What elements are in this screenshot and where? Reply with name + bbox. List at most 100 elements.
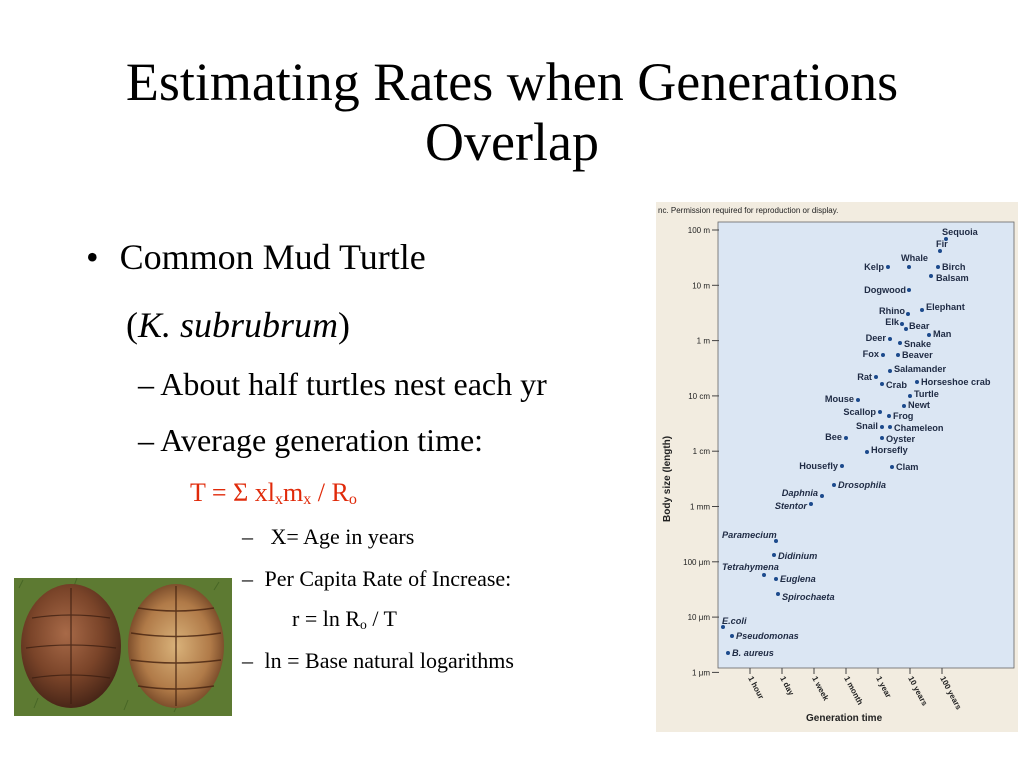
y-axis-label: Body size (length) (662, 436, 673, 522)
item-ln-text: ln = Base natural logarithms (264, 648, 514, 673)
organism-dot (880, 382, 884, 386)
y-tick-label: 10 cm (688, 392, 710, 401)
organism-label: Sequoia (942, 227, 979, 237)
item-rate: – Per Capita Rate of Increase: (242, 566, 511, 592)
organism-dot (820, 494, 824, 498)
organism-label: Snail (856, 421, 878, 431)
figure-permission-note: nc. Permission required for reproduction… (658, 206, 838, 215)
organism-dot (809, 502, 813, 506)
organism-dot (896, 353, 900, 357)
item-r-formula: r = ln Ro / T (292, 606, 397, 633)
organism-label: B. aureus (732, 648, 774, 658)
organism-label: Oyster (886, 434, 916, 444)
organism-label: Rat (857, 372, 872, 382)
organism-label: Dogwood (864, 285, 906, 295)
organism-dot (840, 464, 844, 468)
organism-dot (881, 353, 885, 357)
organism-dot (888, 369, 892, 373)
organism-dot (721, 625, 725, 629)
organism-label: Stentor (775, 501, 808, 511)
formula-sub: x (274, 491, 283, 508)
title-line-2: Overlap (425, 112, 599, 172)
organism-dot (900, 322, 904, 326)
organism-dot (927, 333, 931, 337)
mud-turtle-photo (14, 578, 232, 716)
organism-label: Mouse (825, 394, 854, 404)
dash: – (242, 648, 253, 673)
organism-dot (898, 341, 902, 345)
r-formula-sub: o (360, 617, 367, 632)
organism-label: Fox (863, 349, 880, 359)
organism-label: Housefly (799, 461, 839, 471)
species-paren-open: ( (126, 305, 138, 345)
bullet-main: • Common Mud Turtle (86, 236, 426, 278)
organism-dot (888, 425, 892, 429)
organism-dot (774, 577, 778, 581)
y-tick-label: 1 μm (692, 668, 710, 677)
organism-dot (907, 265, 911, 269)
organism-label: Horsefly (871, 445, 909, 455)
organism-label: Salamander (894, 364, 947, 374)
organism-label: Whale (901, 253, 928, 263)
organism-dot (938, 249, 942, 253)
organism-label: Drosophila (838, 480, 886, 490)
organism-label: Beaver (902, 350, 933, 360)
species-name: K. subrubrum (138, 305, 339, 345)
item-rate-text: Per Capita Rate of Increase: (264, 566, 512, 591)
organism-label: Clam (896, 462, 918, 472)
organism-dot (907, 288, 911, 292)
organism-label: Newt (908, 400, 930, 410)
sub-bullet-nesting-text: About half turtles nest each yr (160, 366, 547, 402)
organism-dot (730, 634, 734, 638)
organism-dot (772, 553, 776, 557)
sub-bullet-nesting: – About half turtles nest each yr (138, 366, 547, 403)
organism-label: Man (933, 329, 952, 339)
formula-part: / R (311, 478, 349, 507)
organism-dot (776, 592, 780, 596)
organism-dot (874, 375, 878, 379)
organism-label: Euglena (780, 574, 816, 584)
organism-label: Spirochaeta (782, 592, 835, 602)
dash: – (138, 422, 154, 458)
organism-label: Elk (885, 317, 900, 327)
organism-dot (726, 651, 730, 655)
sub-bullet-generation: – Average generation time: (138, 422, 483, 459)
organism-label: Snake (904, 339, 931, 349)
y-tick-label: 100 m (688, 226, 711, 235)
plot-area (717, 221, 1015, 669)
bullet-dot: • (86, 237, 99, 277)
organism-label: Daphnia (782, 488, 818, 498)
organism-dot (844, 436, 848, 440)
organism-label: Bear (909, 321, 930, 331)
organism-dot (886, 265, 890, 269)
y-tick-label: 1 m (697, 337, 711, 346)
organism-label: Didinium (778, 551, 817, 561)
y-tick-label: 1 cm (693, 447, 711, 456)
y-tick-label: 10 m (692, 281, 710, 290)
organism-label: Chameleon (894, 423, 944, 433)
y-tick-label: 10 μm (688, 613, 711, 622)
organism-dot (936, 265, 940, 269)
dash: – (138, 366, 154, 402)
organism-dot (880, 436, 884, 440)
organism-dot (902, 404, 906, 408)
generation-time-formula: T = Σ xlxmx / Ro (190, 478, 357, 509)
organism-label: Horseshoe crab (921, 377, 991, 387)
organism-dot (920, 308, 924, 312)
organism-label: Balsam (936, 273, 969, 283)
x-axis-label: Generation time (806, 713, 883, 724)
y-tick-group: 100 m 10 m 1 m 10 cm 1 cm 1 mm 100 μm 10 μm 1 μm (683, 226, 719, 677)
organism-dot (944, 237, 948, 241)
y-tick-label: 1 mm (690, 503, 710, 512)
y-tick-label: 100 μm (683, 558, 710, 567)
formula-sub: x (303, 491, 312, 508)
formula-part: m (283, 478, 304, 507)
organism-label: Scallop (843, 407, 876, 417)
organism-dot (774, 539, 778, 543)
organism-dot (906, 312, 910, 316)
item-age: – X= Age in years (242, 524, 414, 550)
item-ln: – ln = Base natural logarithms (242, 648, 514, 674)
organism-label: Tetrahymena (722, 562, 779, 572)
organism-dot (856, 398, 860, 402)
